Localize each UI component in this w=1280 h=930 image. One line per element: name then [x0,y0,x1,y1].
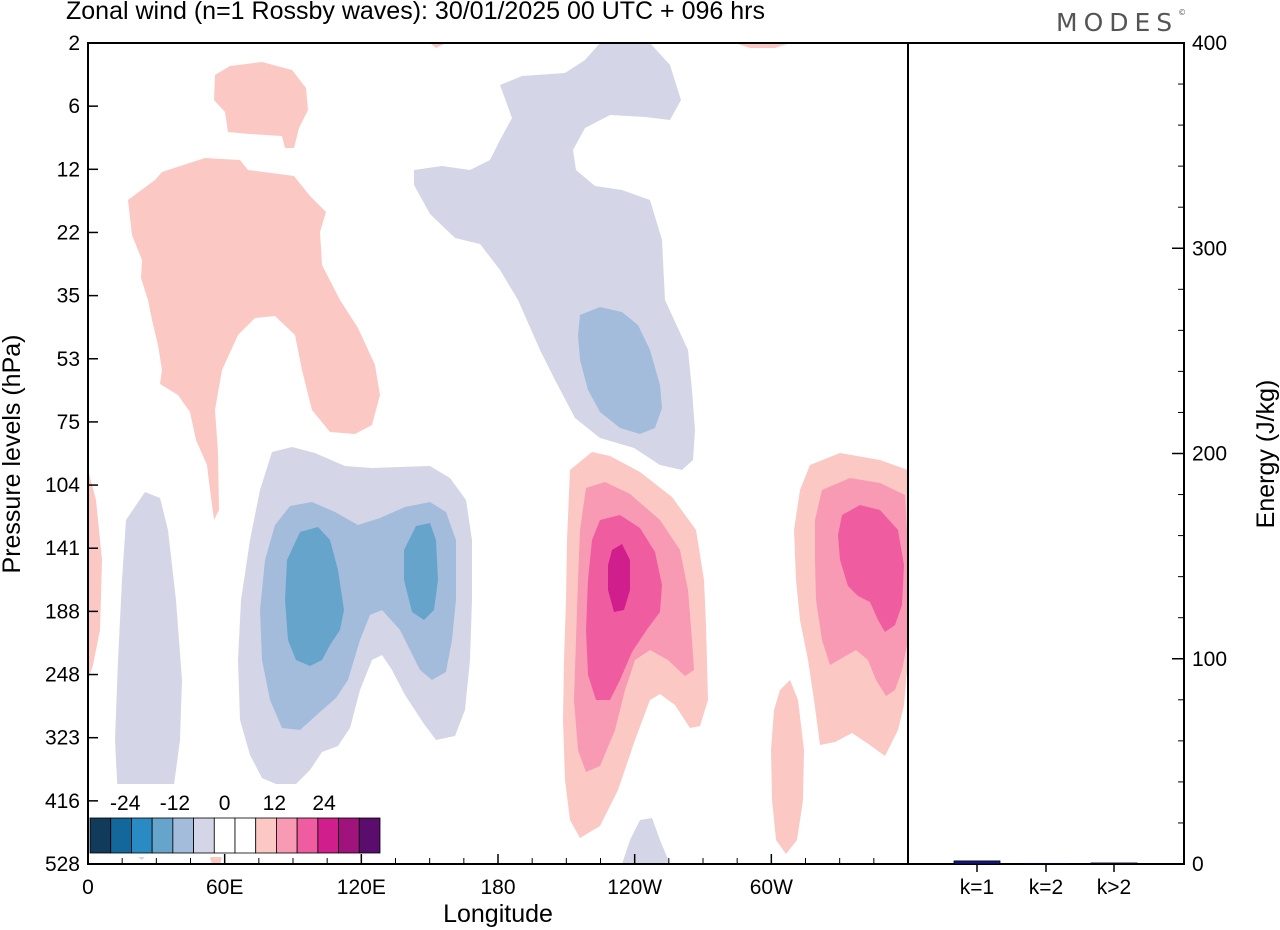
x-tick-label: 120E [337,876,386,899]
energy-bars: k=1 k=2 k>2 [953,860,1138,899]
contour-positive-right-column [771,680,804,854]
colorbar-tick-label: -24 [110,792,141,815]
energy-y-tick-label: 200 [1192,443,1227,466]
energy-axis-label: Energy (J/kg) [1252,380,1280,529]
energy-category-label: k>2 [1097,876,1131,899]
chart-title: Zonal wind (n=1 Rossby waves): 30/01/202… [66,0,765,25]
contour-positive-upper-large [128,158,380,520]
y-axis-label: Pressure levels (hPa) [0,335,26,574]
contour-positive-left-edge [88,470,102,680]
energy-category-label: k=2 [1029,876,1063,899]
energy-bar [953,860,1001,865]
contour-negative-left-column [115,492,182,860]
modes-logo: MODES© [1056,8,1186,37]
colorbar-tick-label: 12 [263,792,286,815]
energy-y-tick-label: 300 [1192,237,1227,260]
colorbar: -24 -12 0 12 24 [86,784,384,857]
colorbar-swatch [296,817,319,854]
y-tick-label: 2 [68,32,80,55]
y-tick-label: 104 [45,474,80,497]
colorbar-swatch [193,817,215,854]
y-tick-label: 6 [68,95,80,118]
colorbar-swatch [131,817,153,854]
x-tick-label: 120W [607,876,662,899]
contour-positive-central-20 [608,544,630,612]
x-tick-label: 180 [480,876,515,899]
colorbar-swatch [110,817,132,854]
logo-text: MODES [1056,8,1179,37]
y-tick-label: 35 [57,285,80,308]
contour-negative-core-left [285,527,344,666]
colorbar-tick-label: 0 [219,792,231,815]
contour-field [88,43,908,864]
colorbar-swatch [213,817,236,854]
contour-negative-plume-core [578,307,662,434]
colorbar-swatch [89,817,112,854]
x-axis-label: Longitude [443,900,553,928]
y-tick-label: 416 [45,790,80,813]
colorbar-swatch [276,817,298,854]
energy-bar [1090,862,1138,865]
y-tick-label: 75 [57,411,80,434]
colorbar-tick-label: 24 [312,792,336,815]
colorbar-swatch [234,817,257,854]
y-tick-label: 12 [57,158,80,181]
contour-positive-right-15 [838,505,904,632]
contour-negative-core-right [404,523,438,620]
y-tick-label: 248 [45,664,80,687]
colorbar-swatch [358,817,381,854]
y-tick-label: 528 [45,853,80,876]
colorbar-swatch [255,817,277,854]
energy-plot-frame [907,42,1185,865]
y-tick-label: 53 [57,348,80,371]
y-tick-label: 141 [45,537,80,560]
contour-positive-upper-small [214,62,308,148]
colorbar-swatch [317,817,339,854]
energy-y-tick-label: 400 [1192,32,1227,55]
logo-mark: © [1178,8,1187,17]
y-tick-label: 22 [57,221,80,244]
energy-y-tick-label: 100 [1192,648,1227,671]
y-tick-label: 323 [45,727,80,750]
x-tick-label: 60W [750,876,793,899]
colorbar-swatch [151,817,174,854]
y-tick-label: 188 [45,600,80,623]
contour-negative-bottom [622,818,670,864]
colorbar-swatch [338,817,360,854]
colorbar-tick-label: -12 [160,792,190,815]
energy-y-tick-label: 0 [1192,853,1204,876]
colorbar-swatch [172,817,194,854]
x-tick-label: 60E [206,876,243,899]
axes: 0 60E 120E 180 120W 60W 2 6 12 22 35 53 75 104 141 188 2… [45,32,1227,899]
x-tick-label: 0 [82,876,94,899]
energy-category-label: k=1 [960,876,994,899]
